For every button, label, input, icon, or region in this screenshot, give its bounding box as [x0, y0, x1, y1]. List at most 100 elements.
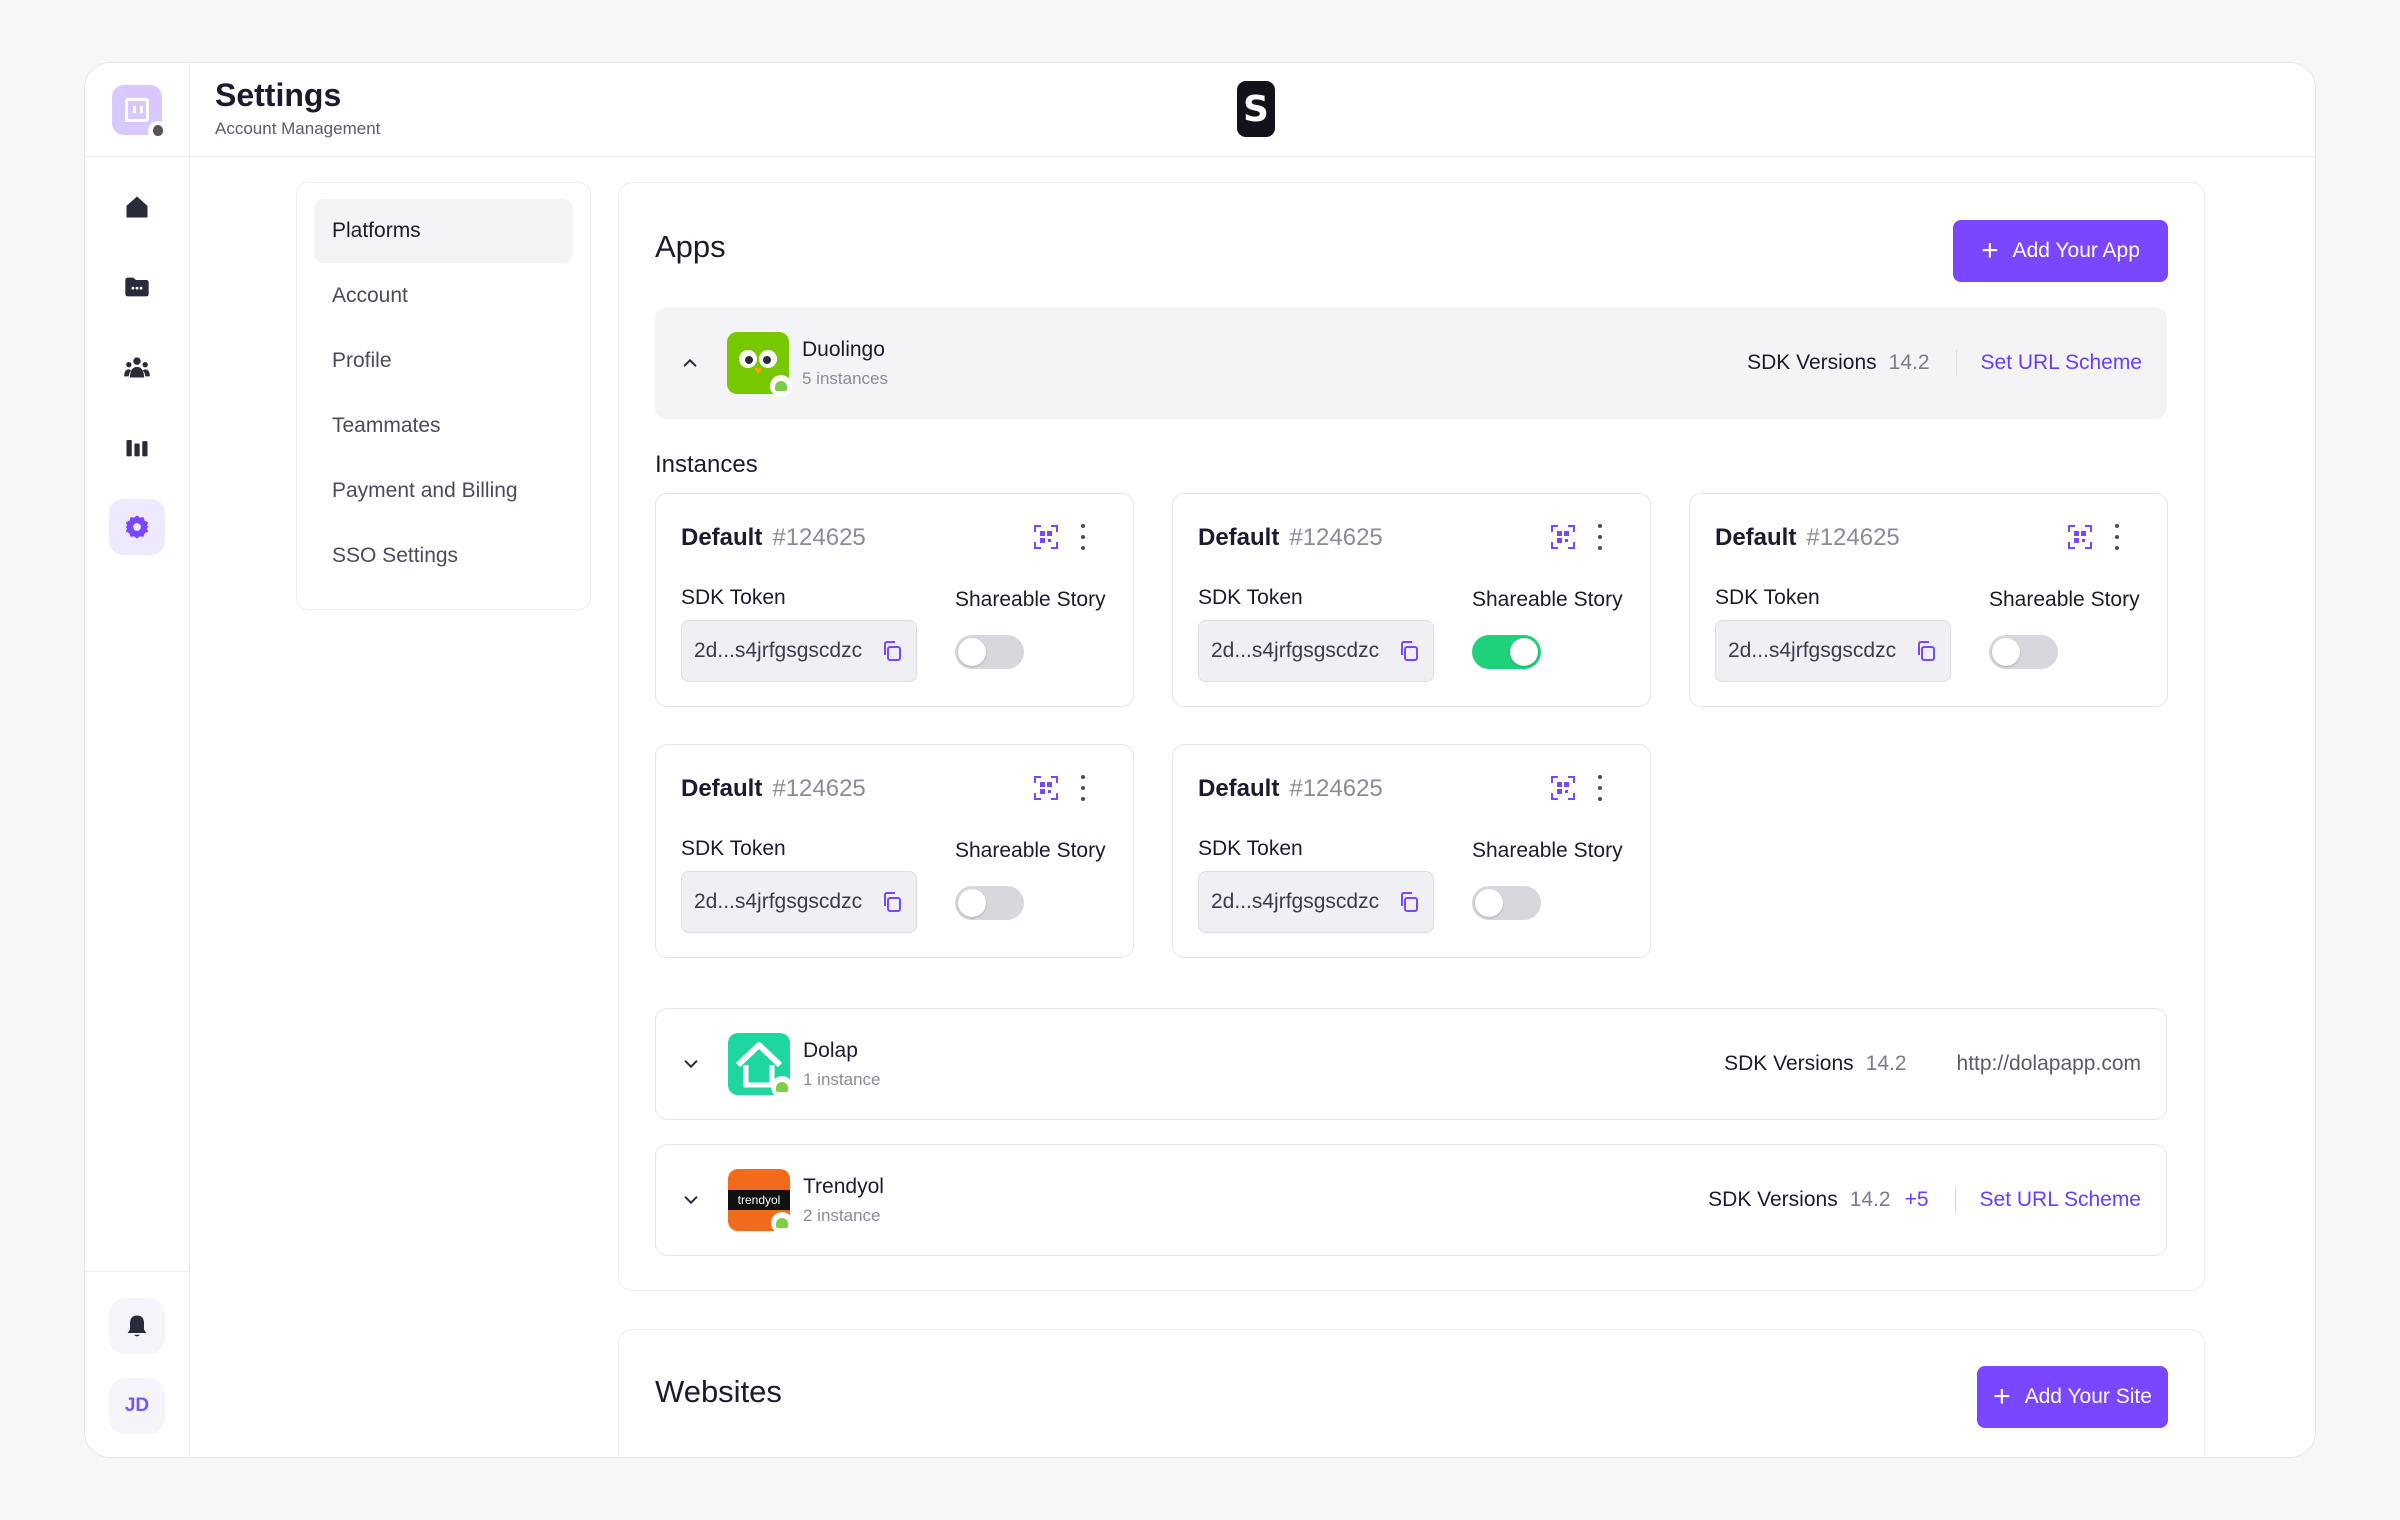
app-url-link[interactable]: http://dolapapp.com: [1956, 1052, 2141, 1075]
more-options-icon[interactable]: [1597, 775, 1603, 801]
qr-code-icon[interactable]: [1033, 775, 1059, 801]
chevron-down-icon[interactable]: [681, 1190, 701, 1210]
sdk-token-field[interactable]: 2d...s4jrfgsgscdzc: [1198, 871, 1434, 933]
menu-item-account[interactable]: Account: [332, 284, 408, 307]
app-row-duolingo[interactable]: Duolingo 5 instances SDK Versions 14.2 S…: [655, 307, 2167, 419]
instance-title: Default #124625: [1715, 524, 1900, 552]
sdk-token-field[interactable]: 2d...s4jrfgsgscdzc: [1715, 620, 1951, 682]
settings-menu: Platforms Account Profile Teammates Paym…: [296, 182, 591, 610]
instance-title: Default #124625: [1198, 775, 1383, 803]
sdk-token-field[interactable]: 2d...s4jrfgsgscdzc: [1198, 620, 1434, 682]
app-name: Trendyol: [803, 1174, 884, 1198]
menu-item-profile[interactable]: Profile: [332, 349, 392, 372]
sdk-token-field[interactable]: 2d...s4jrfgsgscdzc: [681, 871, 917, 933]
instance-title: Default #124625: [681, 524, 866, 552]
instance-id: #124625: [1806, 524, 1900, 551]
folder-icon: [125, 277, 149, 297]
app-name: Dolap: [803, 1038, 858, 1062]
instance-card: Default #124625 SDK Token Shareable Story…: [655, 744, 1134, 958]
add-site-label: Add Your Site: [2024, 1385, 2152, 1408]
instance-id: #124625: [772, 524, 866, 551]
divider: [1954, 1187, 1956, 1213]
team-icon: [124, 357, 150, 378]
shareable-story-toggle[interactable]: [1472, 635, 1541, 669]
instance-title: Default #124625: [681, 775, 866, 803]
instance-title: Default #124625: [1198, 524, 1383, 552]
more-options-icon[interactable]: [1080, 524, 1086, 550]
toggle-knob: [958, 889, 986, 917]
app-frame: JD Settings Account Management S: [84, 62, 2316, 1458]
sidebar: JD: [85, 63, 190, 1457]
qr-code-icon[interactable]: [1550, 775, 1576, 801]
current-app-avatar[interactable]: [112, 84, 168, 141]
instance-name: Default: [681, 524, 763, 551]
shareable-story-label: Shareable Story: [1472, 588, 1623, 611]
instance-id: #124625: [1289, 524, 1383, 551]
menu-item-payment-billing[interactable]: Payment and Billing: [332, 479, 518, 502]
bell-icon: [127, 1315, 147, 1337]
menu-item-sso-settings[interactable]: SSO Settings: [332, 544, 459, 567]
sdk-token-label: SDK Token: [1198, 586, 1303, 609]
settings-icon: [125, 515, 149, 539]
user-avatar-button[interactable]: JD: [109, 1378, 165, 1434]
sdk-versions-label: SDK Versions: [1747, 351, 1877, 374]
instance-id: #124625: [772, 775, 866, 802]
instance-name: Default: [681, 775, 763, 802]
more-options-icon[interactable]: [1597, 524, 1603, 550]
sdk-token-label: SDK Token: [681, 837, 786, 860]
instance-card: Default #124625 SDK Token Shareable Story…: [1172, 493, 1651, 707]
app-info: Dolap 1 instance: [803, 1039, 881, 1090]
instance-card: Default #124625 SDK Token Shareable Story…: [655, 493, 1134, 707]
qr-code-icon[interactable]: [2067, 524, 2093, 550]
copy-icon[interactable]: [880, 890, 904, 914]
nav-folders[interactable]: [109, 259, 165, 315]
copy-icon[interactable]: [1397, 639, 1421, 663]
sdk-versions-label: SDK Versions: [1724, 1052, 1854, 1075]
page-title: Settings: [215, 77, 342, 113]
instance-name: Default: [1198, 524, 1280, 551]
copy-icon[interactable]: [880, 639, 904, 663]
websites-title: Websites: [655, 1374, 782, 1409]
menu-item-platforms[interactable]: Platforms: [314, 199, 573, 263]
websites-card: Websites + Add Your Site: [618, 1329, 2205, 1456]
set-url-scheme-link[interactable]: Set URL Scheme: [1979, 1188, 2141, 1211]
qr-code-icon[interactable]: [1550, 524, 1576, 550]
copy-icon[interactable]: [1914, 639, 1938, 663]
app-info: Duolingo 5 instances: [802, 338, 888, 389]
shareable-story-toggle[interactable]: [1472, 886, 1541, 920]
sdk-more-badge[interactable]: +5: [1904, 1188, 1929, 1211]
divider: [1955, 350, 1957, 376]
menu-item-teammates[interactable]: Teammates: [332, 414, 441, 437]
notifications-button[interactable]: [109, 1298, 165, 1354]
app-row-dolap[interactable]: Dolap 1 instance SDK Versions 14.2 http:…: [655, 1008, 2167, 1120]
more-options-icon[interactable]: [2114, 524, 2120, 550]
toggle-knob: [1992, 638, 2020, 666]
sdk-token-field[interactable]: 2d...s4jrfgsgscdzc: [681, 620, 917, 682]
add-site-button[interactable]: + Add Your Site: [1977, 1366, 2168, 1428]
add-app-button[interactable]: + Add Your App: [1953, 220, 2168, 282]
qr-code-icon[interactable]: [1033, 524, 1059, 550]
app-row-trendyol[interactable]: trendyol Trendyol 2 instance SDK Version…: [655, 1144, 2167, 1256]
instance-name: Default: [1715, 524, 1797, 551]
nav-team[interactable]: [109, 339, 165, 395]
app-meta: SDK Versions 14.2 +5 Set URL Scheme: [1708, 1187, 2141, 1213]
sdk-token-value: 2d...s4jrfgsgscdzc: [694, 890, 863, 913]
sdk-version-value: 14.2: [1865, 1052, 1907, 1075]
nav-home[interactable]: [109, 179, 165, 235]
instance-card: Default #124625 SDK Token Shareable Story…: [1172, 744, 1651, 958]
shareable-story-toggle[interactable]: [1989, 635, 2058, 669]
trendyol-logo-text: trendyol: [728, 1190, 790, 1210]
nav-settings[interactable]: [109, 499, 165, 555]
shareable-story-toggle[interactable]: [955, 886, 1024, 920]
shareable-story-label: Shareable Story: [955, 839, 1106, 862]
copy-icon[interactable]: [1397, 890, 1421, 914]
toggle-knob: [1475, 889, 1503, 917]
chevron-up-icon[interactable]: [680, 353, 700, 373]
set-url-scheme-link[interactable]: Set URL Scheme: [1980, 351, 2142, 374]
chevron-down-icon[interactable]: [681, 1054, 701, 1074]
more-options-icon[interactable]: [1080, 775, 1086, 801]
shareable-story-toggle[interactable]: [955, 635, 1024, 669]
nav-analytics[interactable]: [109, 419, 165, 475]
duolingo-app-icon: [727, 332, 792, 397]
add-app-label: Add Your App: [2012, 239, 2140, 262]
